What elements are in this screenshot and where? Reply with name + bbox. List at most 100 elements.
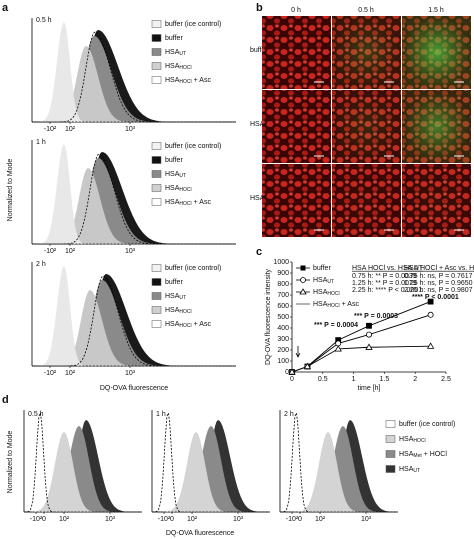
- label-sub: HOCl: [413, 438, 425, 444]
- label-text: HSA: [165, 307, 180, 314]
- legend-label: HSAHOCl + Asc: [165, 321, 211, 329]
- annotation: 0.75 h: ** P = 0.0039: [352, 273, 417, 280]
- label-sub: UT: [179, 51, 186, 57]
- micrograph: [262, 16, 331, 89]
- label-text: HSA: [165, 199, 180, 206]
- label-text: buffer: [165, 157, 183, 164]
- histogram: [280, 420, 398, 512]
- marker: [427, 311, 434, 318]
- label-text: HSA: [165, 63, 180, 70]
- marker: [365, 331, 372, 338]
- y-axis-label: Normalized to Mode: [7, 159, 14, 222]
- x-tick-label: 10²: [65, 370, 76, 377]
- y-tick-label: 100: [277, 358, 289, 365]
- label-sub: HOCl: [179, 65, 191, 71]
- marker: [334, 345, 342, 352]
- label-text: HSA: [250, 121, 265, 128]
- label-text: HSA: [165, 49, 180, 56]
- label-sub: HOCl: [179, 79, 191, 85]
- marker: [427, 298, 434, 305]
- micrograph-overlay: [402, 164, 471, 237]
- histogram: [32, 274, 236, 366]
- histogram: [152, 432, 270, 512]
- histogram: [32, 152, 236, 244]
- histogram: [32, 168, 236, 244]
- column-label: 0.5 h: [358, 7, 374, 14]
- legend-swatch: [151, 76, 162, 84]
- legend-swatch: [151, 62, 162, 70]
- x-tick-label: 10³: [361, 516, 372, 523]
- legend-label: HSAHOCl: [165, 307, 192, 315]
- annotation: 2.25 h: **** P < 0.0001: [352, 287, 422, 294]
- histogram: [152, 411, 270, 513]
- x-axis-label: time [h]: [358, 385, 381, 392]
- y-tick-label: 700: [277, 292, 289, 299]
- label-sub: HOCl: [179, 309, 191, 315]
- legend-swatch: [151, 170, 162, 178]
- label-sub: Met: [413, 453, 422, 459]
- label-text: buffer (ice control): [165, 21, 221, 28]
- y-tick-label: 900: [277, 270, 289, 277]
- histogram: [32, 153, 236, 245]
- legend-swatch: [151, 20, 162, 28]
- legend-label: HSAHOCl: [399, 436, 426, 444]
- marker: [303, 362, 312, 370]
- label-sub: HOCl: [179, 201, 191, 207]
- panel-letter: c: [256, 246, 262, 258]
- label-text: HSA: [399, 451, 414, 458]
- x-tick-label: -10²: [30, 516, 43, 523]
- micrograph: [262, 164, 331, 237]
- micrograph-overlay: [332, 90, 401, 163]
- annotation: **** P < 0.0001: [412, 294, 459, 301]
- label-suffix: + Asc: [194, 199, 212, 206]
- x-tick-label: 2.5: [441, 376, 451, 383]
- x-tick-label: 1: [352, 376, 356, 383]
- label-suffix: + Asc: [342, 301, 360, 308]
- x-tick-label: 1.5: [380, 376, 390, 383]
- x-tick-label: 10³: [125, 248, 136, 255]
- column-label: 1.5 h: [428, 7, 444, 14]
- panel-letter: a: [2, 2, 9, 14]
- legend-swatch: [151, 292, 162, 300]
- histogram: [152, 426, 270, 512]
- time-label: 2 h: [284, 411, 294, 418]
- legend-marker: [300, 265, 306, 271]
- x-tick-label: 10³: [125, 126, 136, 133]
- legend-label: buffer: [165, 35, 183, 42]
- legend-swatch: [151, 156, 162, 164]
- y-tick-label: 600: [277, 303, 289, 310]
- x-tick-label: 10²: [65, 126, 76, 133]
- x-tick-label: 10³: [105, 516, 116, 523]
- label-text: HSA: [399, 436, 414, 443]
- micrograph: [262, 90, 331, 163]
- legend-marker: [299, 288, 307, 295]
- legend-label: buffer: [313, 265, 331, 272]
- label-suffix: + HOCl: [424, 451, 448, 458]
- marker: [366, 322, 372, 329]
- marker: [426, 342, 435, 349]
- annotation: HSA HOCl + Asc vs. HSA UT: [404, 265, 474, 272]
- label-text: buffer: [313, 265, 331, 272]
- x-tick-label: 0.5: [318, 376, 328, 383]
- histogram: [280, 411, 398, 513]
- x-tick-label: 0: [42, 516, 46, 523]
- label-text: buffer (ice control): [165, 143, 221, 150]
- y-tick-label: 0: [285, 369, 289, 376]
- label-text: HSA: [313, 289, 328, 296]
- label-sub: UT: [327, 279, 334, 285]
- annotation: 1.25 h: ns, P = 0.9650: [404, 280, 473, 287]
- legend-swatch: [385, 465, 396, 473]
- time-label: 0.5 h: [36, 17, 52, 24]
- y-axis-label: DQ-OVA fluorescence intensity: [265, 269, 272, 365]
- micrograph-overlay: [402, 16, 471, 89]
- histogram: [24, 432, 142, 512]
- label-sub: HOCl: [327, 303, 339, 309]
- label-text: buffer: [250, 47, 268, 54]
- label-text: HSA: [165, 77, 180, 84]
- legend-label: HSAUT: [165, 293, 186, 301]
- legend-swatch: [151, 264, 162, 272]
- x-tick-label: 0: [290, 376, 294, 383]
- label-text: HSA: [165, 321, 180, 328]
- column-label: 0 h: [291, 7, 301, 14]
